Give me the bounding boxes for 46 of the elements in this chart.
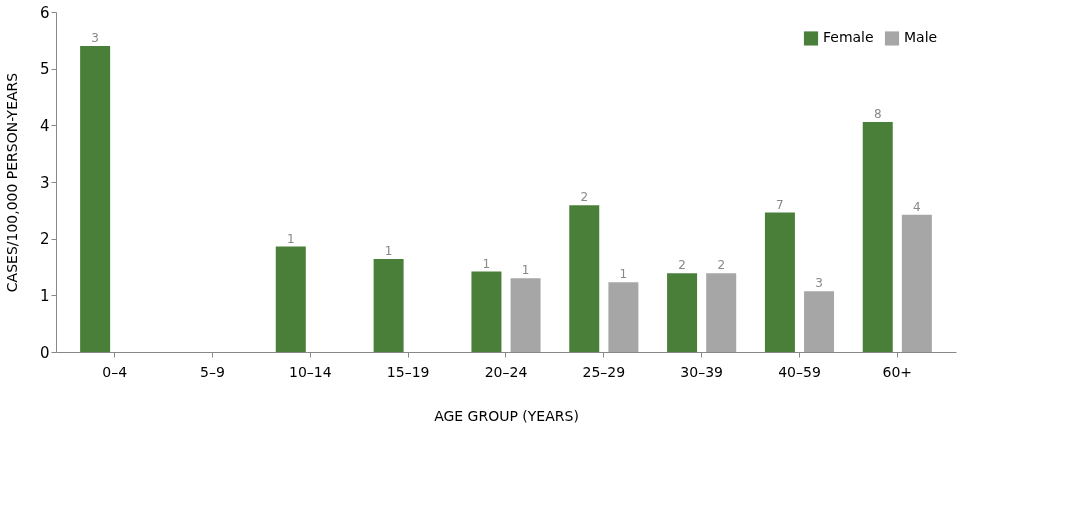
x-tick-label: 40–59: [778, 363, 821, 380]
bar: [275, 246, 306, 352]
annotation: 1: [482, 256, 491, 271]
bar: [862, 121, 893, 352]
annotation: 3: [815, 276, 823, 291]
bar: [373, 259, 404, 352]
bar: [764, 212, 795, 352]
x-tick-label: 60+: [882, 363, 913, 380]
x-tick-label: 25–29: [582, 363, 626, 380]
bar: [510, 278, 541, 352]
bar: [667, 273, 698, 352]
annotation: 2: [580, 190, 589, 205]
annotation: 7: [776, 197, 784, 212]
x-axis-title: AGE GROUP (YEARS): [434, 407, 579, 424]
bar: [80, 46, 111, 352]
y-tick-label: 6: [39, 3, 50, 22]
annotation: 2: [678, 258, 686, 273]
y-tick-label: 1: [39, 286, 50, 305]
bar: [901, 214, 932, 352]
annotation: 2: [717, 258, 726, 273]
x-tick-label: 10–14: [289, 363, 332, 380]
bar: [608, 282, 639, 352]
annotation: 1: [384, 244, 393, 259]
annotation: 3: [91, 31, 99, 45]
y-tick-label: 2: [39, 230, 50, 249]
y-axis-title: CASES/100,000 PERSON-YEARS: [3, 72, 20, 293]
bar: [471, 271, 502, 352]
y-tick-label: 0: [39, 343, 50, 362]
x-tick-label: 0–4: [102, 363, 128, 380]
bar: [804, 291, 835, 352]
legend-label: Female: [823, 29, 874, 46]
x-tick-label: 15–19: [386, 363, 430, 380]
x-tick-label: 30–39: [680, 363, 723, 380]
annotation: 8: [873, 106, 882, 121]
annotation: 1: [521, 263, 530, 278]
y-tick-label: 5: [39, 60, 50, 79]
annotation: 4: [913, 199, 921, 214]
y-tick-label: 3: [39, 173, 50, 192]
bar: [706, 273, 737, 352]
x-tick-label: 5–9: [200, 363, 225, 380]
x-tick-label: 20–24: [484, 363, 528, 380]
annotation: 1: [619, 267, 628, 282]
y-tick-label: 4: [39, 116, 50, 135]
bar: [569, 205, 600, 352]
legend-label: Male: [904, 29, 938, 46]
annotation: 1: [286, 231, 295, 246]
